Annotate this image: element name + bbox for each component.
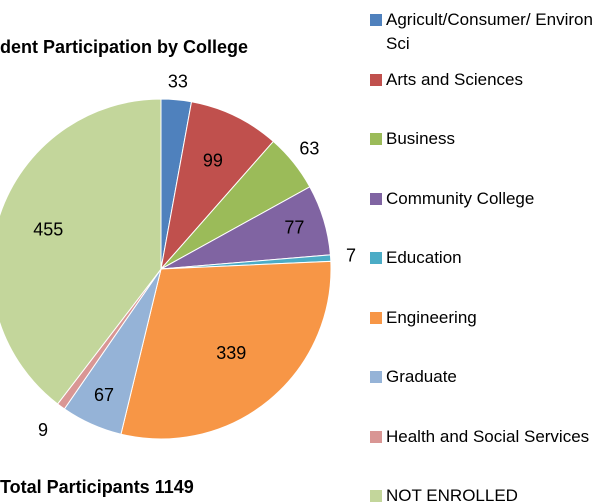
legend-swatch: [370, 430, 382, 443]
legend-item: Business: [370, 127, 610, 151]
legend: Agricult/Consumer/ Environ Sci Arts and S…: [370, 0, 610, 502]
legend-label: Health and Social Services: [386, 426, 590, 446]
legend-swatch: [370, 311, 382, 324]
data-label: 7: [346, 246, 356, 266]
legend-item: Graduate: [370, 365, 610, 389]
legend-item: Engineering: [370, 306, 610, 330]
legend-item: Education: [370, 246, 610, 270]
legend-label: Arts and Sciences: [386, 69, 524, 89]
pie-slice: [160, 101, 275, 271]
data-label: 9: [38, 420, 48, 440]
legend-swatch: [370, 14, 382, 26]
legend-swatch: [370, 252, 382, 264]
data-label: 99: [203, 151, 223, 171]
data-label: 33: [168, 72, 188, 92]
legend-item: Community College: [370, 187, 610, 211]
total-annotation: Total Participants 1149: [0, 477, 194, 497]
legend-label: Education: [386, 248, 462, 267]
legend-label: Community College: [386, 188, 535, 208]
pie-slice: [120, 260, 332, 440]
legend-swatch: [370, 371, 382, 383]
pie-slice: [0, 98, 162, 405]
legend-item: NOT ENROLLED: [370, 484, 610, 502]
legend-swatch: [370, 192, 382, 205]
data-label: 339: [216, 343, 246, 363]
legend-label: Graduate: [386, 367, 457, 386]
legend-label: Agricult/Consumer/ Environ Sci: [386, 10, 593, 53]
data-label: 63: [299, 139, 319, 159]
legend-swatch: [370, 490, 382, 502]
data-label: 455: [33, 220, 63, 240]
legend-item: Agricult/Consumer/ Environ Sci: [370, 8, 610, 56]
legend-label: Business: [386, 129, 455, 148]
legend-swatch: [370, 133, 382, 145]
legend-item: Arts and Sciences: [370, 68, 610, 92]
legend-item: Health and Social Services: [370, 425, 610, 449]
legend-label: NOT ENROLLED: [386, 486, 518, 502]
data-label: 77: [284, 217, 304, 237]
legend-swatch: [370, 73, 382, 86]
chart-title: dent Participation by College: [0, 37, 248, 57]
legend-label: Engineering: [386, 307, 477, 327]
data-label: 67: [94, 385, 114, 405]
